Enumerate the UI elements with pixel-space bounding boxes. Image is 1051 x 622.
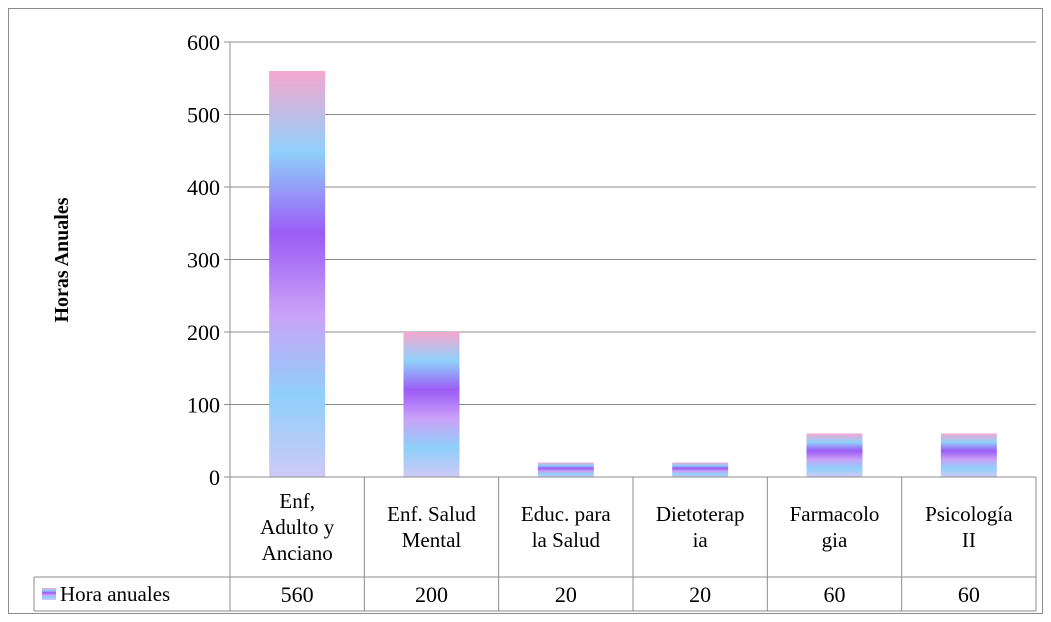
data-value-label: 200 [415,582,448,607]
bars [269,71,997,477]
category-label: Enf, Adulto y Anciano [260,489,335,565]
y-tick-label: 600 [187,30,220,55]
category-label: Educ. para la Salud [521,502,611,552]
legend-key [42,588,56,600]
data-value-label: 60 [958,582,980,607]
legend-label: Hora anuales [60,582,170,606]
data-value-label: 60 [824,582,846,607]
category-label: Farmacolo gia [790,502,880,552]
data-value-label: 20 [555,582,577,607]
gridlines [230,41,1036,405]
bar [537,462,594,477]
bar [672,462,729,477]
data-value-label: 20 [689,582,711,607]
axes: 0 100 200 300 400 500 600 [187,30,231,490]
category-label: Psicología II [925,502,1013,552]
bar [806,433,863,477]
bar [940,433,997,477]
y-tick-label: 100 [187,393,220,418]
bar [403,332,460,477]
data-table: Enf, Adulto y Anciano Enf. Salud Mental Educ.… [33,476,1037,612]
y-tick-label: 500 [187,103,220,128]
y-axis-title: Horas Anuales [51,197,73,322]
y-tick-label: 200 [187,320,220,345]
data-value-label: 560 [281,582,314,607]
y-tick-label: 400 [187,175,220,200]
bar [269,71,326,477]
category-label: Enf. Salud Mental [387,502,476,552]
chart-frame [8,8,1043,614]
y-tick-label: 300 [187,248,220,273]
y-tick-label: 0 [209,465,220,490]
category-label: Dietoterap ia [656,502,745,552]
